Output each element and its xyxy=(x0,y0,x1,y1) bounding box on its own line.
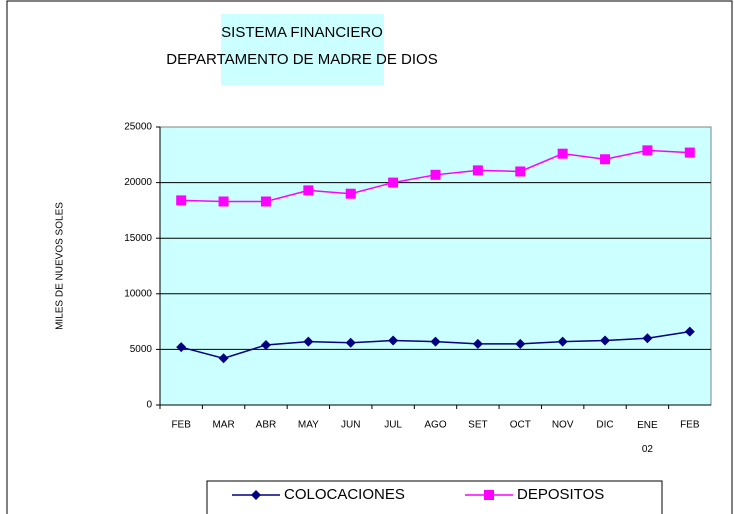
plot-area xyxy=(159,126,712,406)
marker xyxy=(484,490,494,500)
marker xyxy=(218,353,229,364)
x-tick-label: ABR xyxy=(256,420,277,431)
marker xyxy=(251,490,261,500)
marker xyxy=(303,185,314,196)
marker xyxy=(600,335,611,346)
y-axis-label: MILES DE NUEVOS SOLES xyxy=(55,202,66,330)
marker xyxy=(218,196,229,207)
chart-title: SISTEMA FINANCIERO xyxy=(221,24,383,41)
y-tick-label: 0 xyxy=(146,400,152,411)
marker xyxy=(642,333,653,344)
x-tick-label: SET xyxy=(468,420,487,431)
marker xyxy=(176,195,187,206)
marker xyxy=(642,145,653,156)
marker xyxy=(388,335,399,346)
marker xyxy=(472,338,483,349)
marker xyxy=(260,339,271,350)
legend-label: DEPOSITOS xyxy=(517,486,604,503)
marker xyxy=(557,336,568,347)
y-tick-label: 15000 xyxy=(124,233,152,244)
marker xyxy=(388,177,399,188)
marker xyxy=(345,188,356,199)
y-tick-label: 25000 xyxy=(124,122,152,133)
x-tick-label: AGO xyxy=(424,420,446,431)
marker xyxy=(684,326,695,337)
x-tick-label: JUL xyxy=(384,420,402,431)
marker xyxy=(515,338,526,349)
marker xyxy=(472,165,483,176)
x-tick-label: DIC xyxy=(596,420,613,431)
x-tick-label: JUN xyxy=(341,420,360,431)
marker xyxy=(345,337,356,348)
marker xyxy=(303,336,314,347)
marker xyxy=(260,196,271,207)
marker xyxy=(515,166,526,177)
marker xyxy=(176,342,187,353)
y-tick-label: 5000 xyxy=(130,344,153,355)
y-tick-label: 10000 xyxy=(124,288,152,299)
x-tick-label: ENE 02 xyxy=(637,420,658,455)
marker xyxy=(600,154,611,165)
title-box xyxy=(221,14,384,85)
x-tick-label: FEB xyxy=(680,420,700,431)
marker xyxy=(430,336,441,347)
marker xyxy=(684,147,695,158)
legend-label: COLOCACIONES xyxy=(284,486,405,503)
x-tick-label: NOV xyxy=(552,420,574,431)
chart-subtitle: DEPARTAMENTO DE MADRE DE DIOS xyxy=(166,51,437,68)
legend xyxy=(206,480,663,514)
y-tick-label: 20000 xyxy=(124,177,152,188)
x-tick-label: MAR xyxy=(212,420,234,431)
x-tick-label: OCT xyxy=(510,420,531,431)
x-tick-label: FEB xyxy=(171,420,191,431)
marker xyxy=(430,169,441,180)
x-tick-label: MAY xyxy=(298,420,319,431)
marker xyxy=(557,148,568,159)
